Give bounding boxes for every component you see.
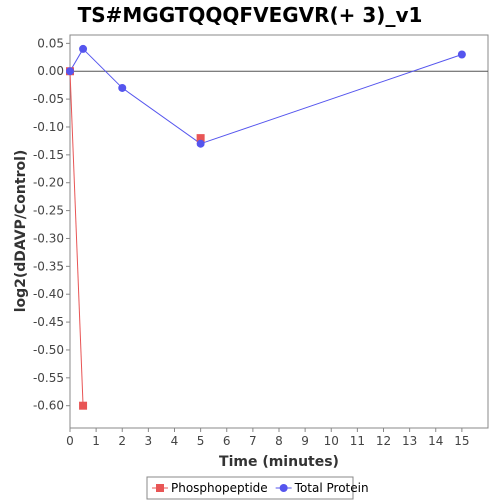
y-tick-label: -0.50 xyxy=(33,343,64,357)
y-tick-label: -0.10 xyxy=(33,120,64,134)
phosphopeptide-line-segment xyxy=(69,71,84,406)
series-markers xyxy=(66,44,466,410)
y-axis: 0.05 0.00 -0.05 -0.10 -0.15 -0.20 -0.25 -0.30 -0… xyxy=(33,36,70,413)
phosphopeptide-point xyxy=(79,401,88,410)
x-tick-label: 8 xyxy=(275,434,283,448)
y-tick-label: 0.00 xyxy=(37,64,64,78)
x-tick-label: 10 xyxy=(324,434,339,448)
plot-area xyxy=(69,34,489,429)
total-protein-line-segment xyxy=(121,87,201,145)
x-tick-label: 1 xyxy=(92,434,100,448)
total-protein-point xyxy=(118,83,127,92)
y-tick-label: -0.30 xyxy=(33,231,64,245)
x-tick-label: 7 xyxy=(249,434,257,448)
y-tick-label: 0.05 xyxy=(37,36,64,50)
x-axis-label: Time (minutes) xyxy=(219,454,339,470)
y-tick-label: -0.60 xyxy=(33,399,64,413)
legend-total-protein-marker xyxy=(279,484,288,492)
x-tick-label: 15 xyxy=(454,434,469,448)
y-tick-label: -0.20 xyxy=(33,176,64,190)
x-tick-label: 6 xyxy=(223,434,231,448)
y-tick-label: -0.40 xyxy=(33,287,64,301)
y-tick-label: -0.05 xyxy=(33,92,64,106)
phosphopeptide-point xyxy=(196,134,205,143)
x-tick-label: 3 xyxy=(145,434,153,448)
x-tick-label: 11 xyxy=(350,434,365,448)
y-tick-label: -0.25 xyxy=(33,204,64,218)
series-lines xyxy=(69,48,463,406)
legend: Phosphopeptide Total Protein xyxy=(146,476,369,500)
x-tick-label: 0 xyxy=(66,434,74,448)
x-tick-label: 5 xyxy=(197,434,205,448)
x-tick-label: 14 xyxy=(428,434,443,448)
x-tick-label: 12 xyxy=(376,434,391,448)
legend-phosphopeptide-marker xyxy=(156,484,164,492)
y-tick-label: -0.15 xyxy=(33,148,64,162)
legend-phosphopeptide-label: Phosphopeptide xyxy=(171,481,268,495)
y-tick-label: -0.45 xyxy=(33,315,64,329)
x-tick-label: 4 xyxy=(171,434,179,448)
total-protein-point xyxy=(79,44,88,53)
y-tick-label: -0.55 xyxy=(33,371,64,385)
total-protein-line-segment xyxy=(200,54,463,145)
y-tick-label: -0.35 xyxy=(33,259,64,273)
x-axis: 0 1 2 3 4 5 6 7 8 9 10 11 12 13 14 15 xyxy=(66,428,470,448)
total-protein-point xyxy=(66,67,74,76)
legend-total-protein-label: Total Protein xyxy=(294,481,369,495)
total-protein-line-segment xyxy=(82,48,123,89)
x-tick-label: 13 xyxy=(402,434,417,448)
y-axis-label: log2(dDAVP/Control) xyxy=(13,150,29,313)
chart-title: TS#MGGTQQQFVEGVR(+ 3)_v1 xyxy=(78,3,423,27)
total-protein-point xyxy=(196,139,205,148)
total-protein-point xyxy=(457,50,466,59)
x-tick-label: 2 xyxy=(118,434,126,448)
legend-box xyxy=(146,476,354,500)
x-tick-label: 9 xyxy=(301,434,309,448)
